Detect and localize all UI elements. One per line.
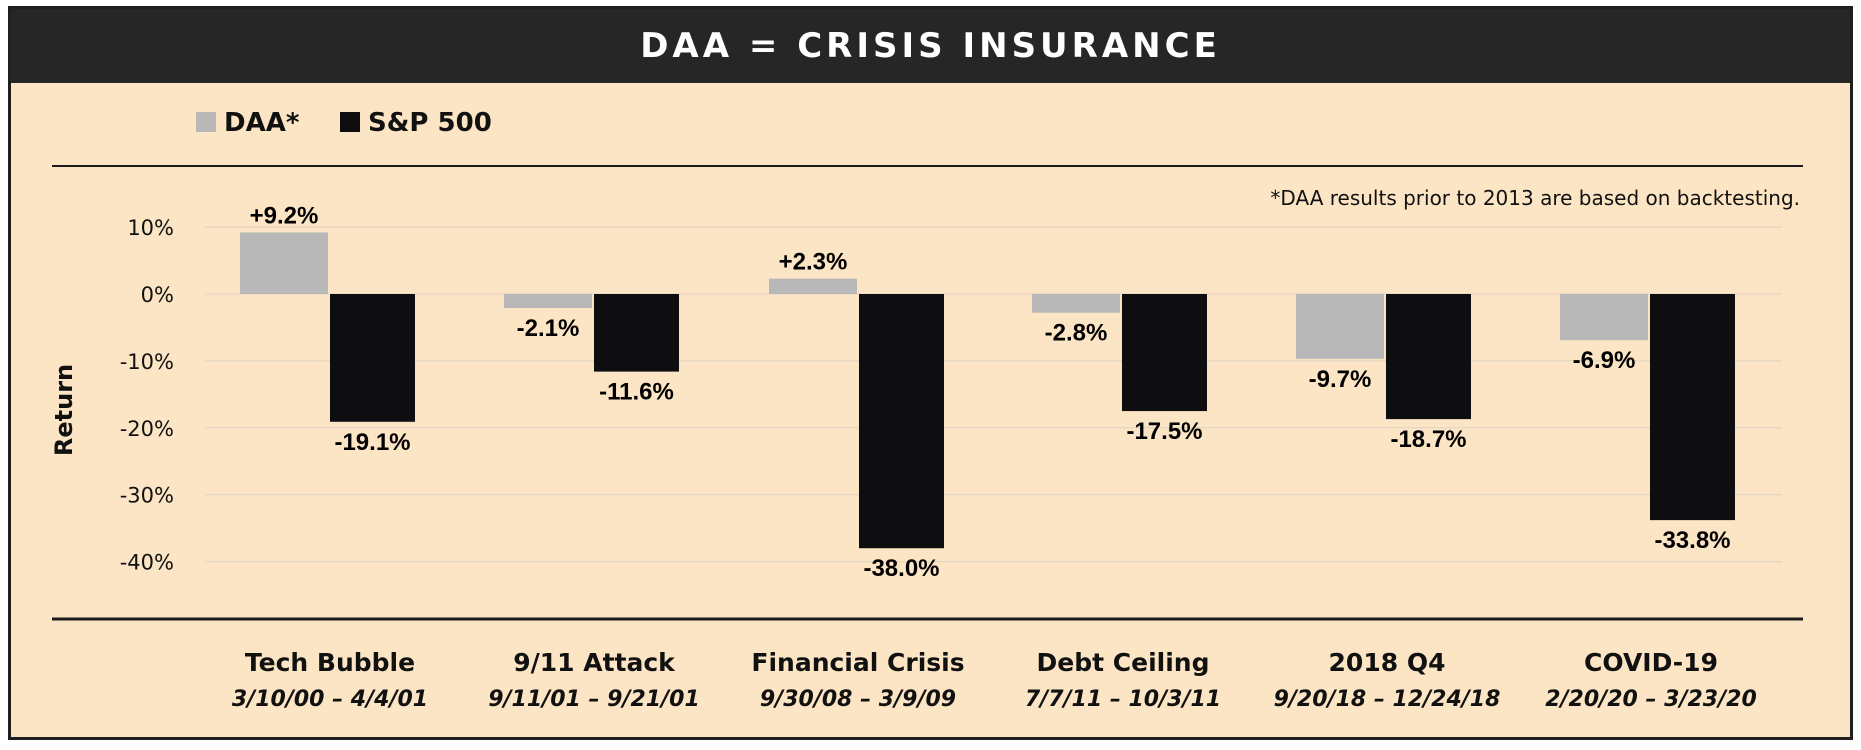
category-label: Financial Crisis	[751, 648, 964, 677]
data-label: -9.7%	[1309, 366, 1372, 393]
bar	[1650, 294, 1735, 521]
data-label: -6.9%	[1573, 347, 1636, 374]
data-label: +9.2%	[250, 202, 319, 229]
data-label: -17.5%	[1126, 418, 1202, 445]
value-labels: +9.2% -19.1% -2.1% -11.6% +2.3% -38.0% -2.8% -1…	[250, 202, 1731, 582]
bars	[240, 232, 1735, 549]
data-label: -33.8%	[1654, 527, 1730, 554]
bar	[1560, 294, 1648, 341]
category-label: Debt Ceiling	[1037, 648, 1210, 677]
data-label: -38.0%	[863, 555, 939, 582]
y-tick-label: 10%	[127, 216, 174, 240]
y-axis-ticks: 10% 0% -10% -20% -30% -40%	[120, 216, 174, 574]
category-label: Tech Bubble	[245, 648, 415, 677]
chart-title: DAA = CRISIS INSURANCE	[11, 9, 1850, 83]
gridlines	[205, 226, 1782, 563]
category-labels: Tech Bubble 3/10/00 – 4/4/01 9/11 Attack 9/…	[232, 648, 1757, 712]
category-date-range: 9/20/18 – 12/24/18	[1274, 687, 1501, 712]
legend: DAA* S&P 500	[196, 108, 492, 138]
y-tick-label: -40%	[120, 551, 174, 575]
y-tick-label: -20%	[120, 417, 174, 441]
bar	[1386, 294, 1471, 420]
category-label: 2018 Q4	[1329, 648, 1446, 677]
bar	[769, 278, 857, 294]
bar	[594, 294, 679, 372]
category-date-range: 3/10/00 – 4/4/01	[232, 687, 428, 712]
category-date-range: 9/11/01 – 9/21/01	[488, 687, 700, 712]
bar	[1032, 294, 1120, 313]
y-tick-label: -10%	[120, 350, 174, 374]
legend-swatch	[196, 112, 216, 132]
legend-swatch	[340, 112, 360, 132]
bar	[1122, 294, 1207, 412]
y-tick-label: -30%	[120, 484, 174, 508]
data-label: -2.8%	[1045, 320, 1108, 347]
footnote: *DAA results prior to 2013 are based on …	[1270, 186, 1800, 210]
data-label: -11.6%	[599, 379, 674, 406]
bar	[859, 294, 944, 549]
data-label: -2.1%	[517, 315, 580, 342]
category-date-range: 7/7/11 – 10/3/11	[1025, 687, 1221, 712]
data-label: -19.1%	[334, 429, 410, 456]
category-label: 9/11 Attack	[513, 648, 676, 677]
category-date-range: 9/30/08 – 3/9/09	[760, 687, 956, 712]
category-label: COVID-19	[1584, 648, 1718, 677]
bar	[504, 294, 592, 309]
category-date-range: 2/20/20 – 3/23/20	[1545, 687, 1757, 712]
legend-label: DAA*	[224, 108, 300, 138]
data-label: -18.7%	[1390, 426, 1466, 453]
y-axis-title: Return	[50, 364, 78, 456]
bar	[330, 294, 415, 422]
data-label: +2.3%	[779, 249, 848, 276]
legend-label: S&P 500	[368, 108, 492, 138]
bar	[1296, 294, 1384, 359]
bar	[240, 232, 328, 294]
y-tick-label: 0%	[141, 283, 174, 307]
